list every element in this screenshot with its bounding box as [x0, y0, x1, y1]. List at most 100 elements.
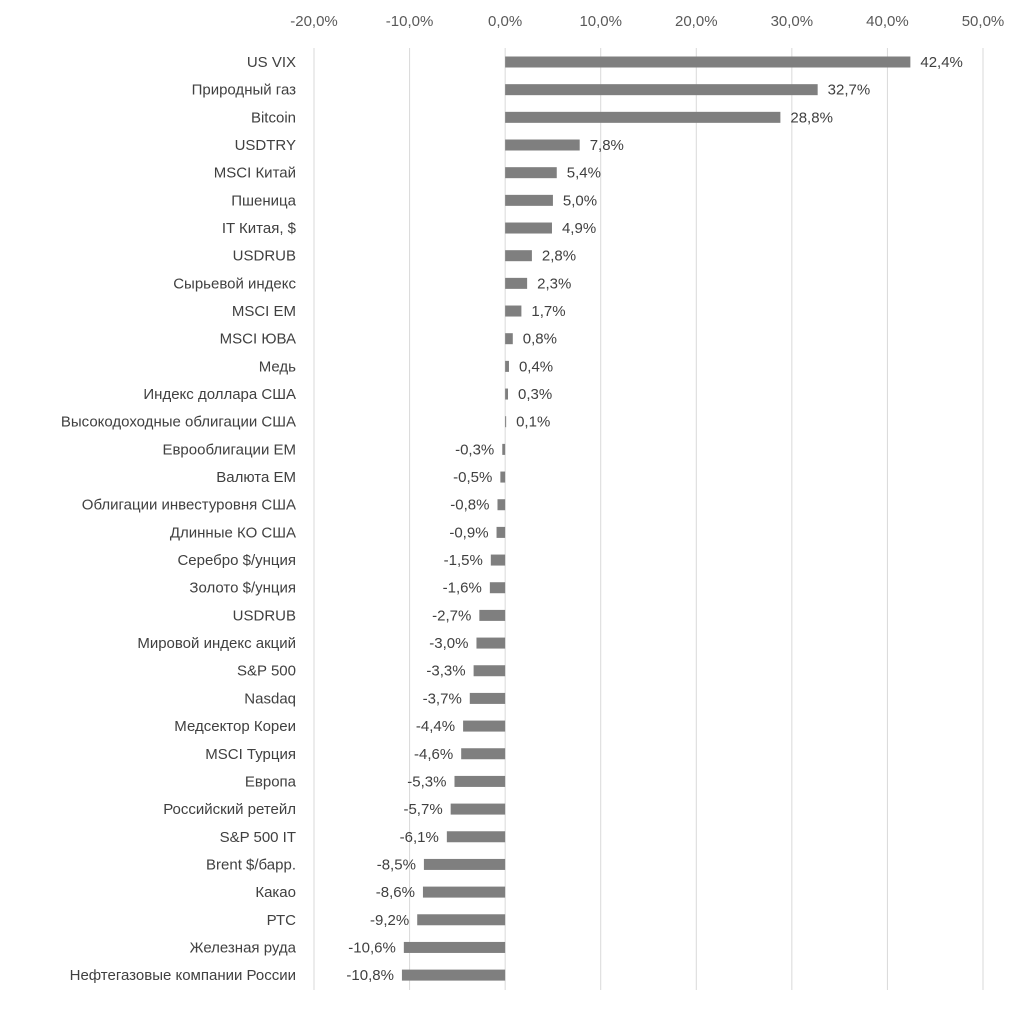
- data-label: -1,5%: [444, 552, 483, 569]
- category-label: Пшеница: [231, 192, 296, 209]
- x-axis-ticks: -20,0% -10,0% 0,0% 10,0% 20,0% 30,0% 40,0% 50,0…: [290, 13, 1004, 30]
- category-label: Какао: [255, 884, 296, 901]
- category-label: US VIX: [247, 54, 296, 71]
- category-label: Индекс доллара США: [143, 386, 296, 403]
- data-label: 2,3%: [537, 275, 571, 292]
- category-label: РТС: [267, 912, 296, 929]
- bar: [505, 84, 818, 96]
- data-label: 4,9%: [562, 220, 596, 237]
- data-label: 5,4%: [567, 165, 601, 182]
- bar: [505, 305, 522, 317]
- category-label: Золото $/унция: [189, 580, 296, 597]
- bar: [505, 111, 781, 123]
- data-label: -4,4%: [416, 718, 455, 735]
- bar: [505, 222, 552, 234]
- bar: [505, 360, 509, 372]
- data-label: -6,1%: [400, 829, 439, 846]
- bar: [446, 831, 506, 843]
- category-labels: US VIX Природный газ Bitcoin USDTRY MSCI Кит…: [61, 54, 297, 984]
- data-label: -0,9%: [449, 524, 488, 541]
- data-label: 0,3%: [518, 386, 552, 403]
- data-label: -0,5%: [453, 469, 492, 486]
- category-label: Brent $/барр.: [206, 856, 296, 873]
- bar: [505, 277, 528, 289]
- bar: [454, 775, 506, 787]
- data-label: 0,4%: [519, 358, 553, 375]
- category-label: MSCI Китай: [214, 165, 296, 182]
- category-label: USDRUB: [233, 607, 296, 624]
- data-label: 7,8%: [590, 137, 624, 154]
- category-label: Облигации инвестуровня США: [82, 497, 296, 514]
- bar: [473, 665, 506, 677]
- bar: [450, 803, 506, 815]
- x-tick-label: 30,0%: [771, 13, 814, 30]
- x-tick-label: 50,0%: [962, 13, 1005, 30]
- bar: [476, 637, 506, 649]
- bar: [496, 526, 506, 538]
- bar: [422, 886, 506, 898]
- data-label: -0,3%: [455, 441, 494, 458]
- category-label: S&P 500 IT: [220, 829, 296, 846]
- data-label: 1,7%: [531, 303, 565, 320]
- category-label: MSCI EM: [232, 303, 296, 320]
- bar: [505, 139, 580, 151]
- data-label: -3,7%: [423, 690, 462, 707]
- category-label: Еврооблигации ЕМ: [162, 441, 296, 458]
- x-tick-label: 10,0%: [579, 13, 622, 30]
- bar: [505, 416, 507, 428]
- bar: [461, 748, 506, 760]
- bar: [469, 692, 506, 704]
- bars: [401, 56, 911, 981]
- bar: [403, 941, 506, 953]
- data-label: -3,0%: [429, 635, 468, 652]
- x-tick-label: 20,0%: [675, 13, 718, 30]
- category-label: Bitcoin: [251, 109, 296, 126]
- category-label: Природный газ: [192, 82, 297, 99]
- data-label: -9,2%: [370, 912, 409, 929]
- bar: [505, 333, 513, 345]
- bar: [423, 858, 506, 870]
- gridlines: [313, 48, 984, 990]
- data-label: 0,8%: [523, 331, 557, 348]
- bar: [505, 194, 553, 206]
- bar: [401, 969, 506, 981]
- bar: [490, 554, 506, 566]
- bar: [505, 56, 911, 68]
- data-label: -4,6%: [414, 746, 453, 763]
- x-tick-label: 40,0%: [866, 13, 909, 30]
- category-label: Нефтегазовые компании России: [70, 967, 296, 984]
- bar: [417, 914, 506, 926]
- data-label: 32,7%: [828, 82, 871, 99]
- category-label: Сырьевой индекс: [173, 275, 296, 292]
- data-label: 2,8%: [542, 248, 576, 265]
- x-tick-label: -10,0%: [386, 13, 434, 30]
- x-tick-label: 0,0%: [488, 13, 522, 30]
- category-label: Nasdaq: [244, 690, 296, 707]
- bar: [502, 443, 506, 455]
- bar: [500, 471, 506, 483]
- category-label: MSCI Турция: [205, 746, 296, 763]
- category-label: Валюта ЕМ: [216, 469, 296, 486]
- category-label: IT Китая, $: [222, 220, 297, 237]
- category-label: Железная руда: [190, 939, 297, 956]
- category-label: Длинные КО США: [170, 524, 296, 541]
- category-label: Медсектор Кореи: [174, 718, 296, 735]
- bar: [505, 388, 509, 400]
- data-label: -5,3%: [407, 773, 446, 790]
- category-label: Российский ретейл: [163, 801, 296, 818]
- data-label: -2,7%: [432, 607, 471, 624]
- data-label: -0,8%: [450, 497, 489, 514]
- data-label: -10,6%: [348, 939, 396, 956]
- category-label: Серебро $/унция: [177, 552, 296, 569]
- category-label: Европа: [245, 773, 297, 790]
- category-label: Медь: [259, 358, 296, 375]
- category-label: USDRUB: [233, 248, 296, 265]
- bar: [505, 250, 532, 262]
- category-label: S&P 500: [237, 663, 296, 680]
- data-label: -1,6%: [443, 580, 482, 597]
- category-label: MSCI ЮВА: [220, 331, 296, 348]
- category-label: USDTRY: [235, 137, 296, 154]
- category-label: Мировой индекс акций: [137, 635, 296, 652]
- data-label: -5,7%: [403, 801, 442, 818]
